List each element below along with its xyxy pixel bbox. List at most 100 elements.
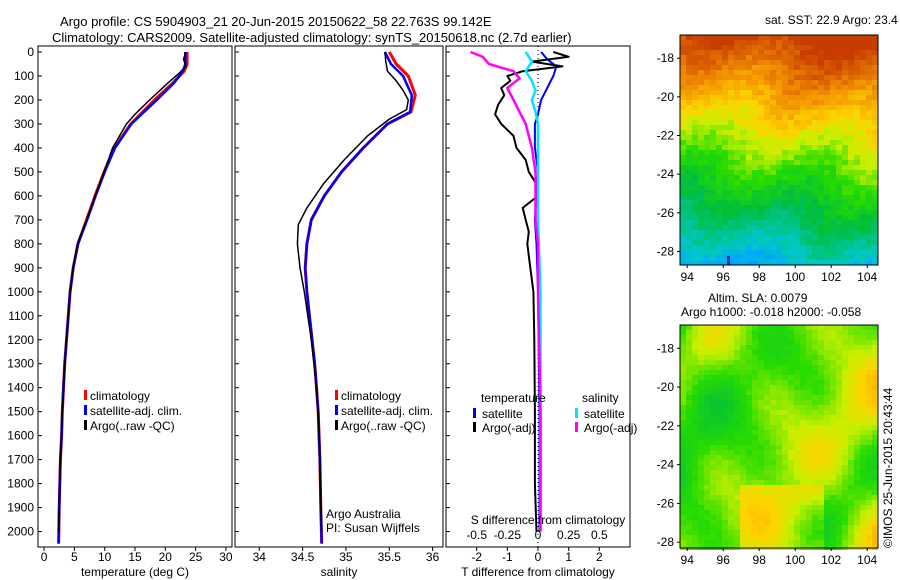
map-cell bbox=[710, 410, 716, 415]
map-cell bbox=[770, 535, 776, 540]
map-cell bbox=[686, 155, 692, 160]
x-tick-label: 104 bbox=[857, 553, 877, 567]
map-cell bbox=[758, 95, 764, 100]
map-cell bbox=[872, 510, 878, 515]
map-cell bbox=[752, 345, 758, 350]
map-cell bbox=[848, 510, 854, 515]
map-cell bbox=[752, 535, 758, 540]
map-cell bbox=[788, 475, 794, 480]
map-cell bbox=[788, 110, 794, 115]
map-cell bbox=[782, 250, 788, 255]
map-cell bbox=[848, 210, 854, 215]
map-cell bbox=[776, 465, 782, 470]
map-cell bbox=[872, 130, 878, 135]
map-cell bbox=[692, 245, 698, 250]
map-cell bbox=[734, 385, 740, 390]
map-cell bbox=[788, 400, 794, 405]
map-cell bbox=[734, 500, 740, 505]
map-cell bbox=[830, 155, 836, 160]
map-cell bbox=[842, 330, 848, 335]
legend-label: satellite-adj. clim. bbox=[341, 404, 433, 418]
map-cell bbox=[734, 140, 740, 145]
map-cell bbox=[728, 250, 734, 255]
map-cell bbox=[824, 210, 830, 215]
map-cell bbox=[842, 480, 848, 485]
map-cell bbox=[818, 515, 824, 520]
map-cell bbox=[752, 530, 758, 535]
map-cell bbox=[872, 95, 878, 100]
map-cell bbox=[848, 475, 854, 480]
map-cell bbox=[764, 105, 770, 110]
map-cell bbox=[854, 50, 860, 55]
map-cell bbox=[686, 205, 692, 210]
map-cell bbox=[752, 245, 758, 250]
map-cell bbox=[758, 130, 764, 135]
map-cell bbox=[752, 230, 758, 235]
map-cell bbox=[710, 375, 716, 380]
map-cell bbox=[842, 70, 848, 75]
map-cell bbox=[800, 495, 806, 500]
map-cell bbox=[764, 360, 770, 365]
map-cell bbox=[872, 375, 878, 380]
map-cell bbox=[728, 35, 734, 40]
map-cell bbox=[824, 105, 830, 110]
map-cell bbox=[758, 495, 764, 500]
map-cell bbox=[836, 230, 842, 235]
map-cell bbox=[680, 140, 686, 145]
map-cell bbox=[680, 345, 686, 350]
map-cell bbox=[830, 225, 836, 230]
map-cell bbox=[680, 470, 686, 475]
map-cell bbox=[710, 190, 716, 195]
map-cell bbox=[740, 370, 746, 375]
map-cell bbox=[800, 225, 806, 230]
map-cell bbox=[782, 140, 788, 145]
map-cell bbox=[716, 455, 722, 460]
map-cell bbox=[716, 415, 722, 420]
map-cell bbox=[758, 75, 764, 80]
map-cell bbox=[824, 400, 830, 405]
map-cell bbox=[728, 470, 734, 475]
map-cell bbox=[776, 190, 782, 195]
map-cell bbox=[818, 90, 824, 95]
map-cell bbox=[824, 445, 830, 450]
map-cell bbox=[692, 380, 698, 385]
map-cell bbox=[686, 450, 692, 455]
map-cell bbox=[830, 40, 836, 45]
map-cell bbox=[836, 195, 842, 200]
map-cell bbox=[782, 55, 788, 60]
map-cell bbox=[722, 75, 728, 80]
map-cell bbox=[734, 480, 740, 485]
map-cell bbox=[788, 360, 794, 365]
map-cell bbox=[746, 505, 752, 510]
map-cell bbox=[842, 45, 848, 50]
map-cell bbox=[710, 140, 716, 145]
map-cell bbox=[776, 360, 782, 365]
map-cell bbox=[800, 55, 806, 60]
map-cell bbox=[806, 75, 812, 80]
map-cell bbox=[734, 460, 740, 465]
map-cell bbox=[842, 185, 848, 190]
map-cell bbox=[710, 365, 716, 370]
map-cell bbox=[734, 380, 740, 385]
map-cell bbox=[842, 225, 848, 230]
map-cell bbox=[770, 220, 776, 225]
map-cell bbox=[848, 245, 854, 250]
map-cell bbox=[716, 495, 722, 500]
map-cell bbox=[866, 350, 872, 355]
map-cell bbox=[698, 505, 704, 510]
map-cell bbox=[734, 200, 740, 205]
legend-swatch bbox=[335, 405, 338, 415]
map-cell bbox=[800, 240, 806, 245]
legend-title-temperature: temperature bbox=[481, 391, 546, 405]
map-cell bbox=[842, 130, 848, 135]
map-cell bbox=[740, 525, 746, 530]
map-cell bbox=[740, 175, 746, 180]
map-cell bbox=[728, 90, 734, 95]
map-cell bbox=[860, 350, 866, 355]
map-cell bbox=[806, 435, 812, 440]
map-cell bbox=[716, 135, 722, 140]
map-cell bbox=[788, 45, 794, 50]
map-cell bbox=[716, 155, 722, 160]
map-cell bbox=[728, 355, 734, 360]
map-cell bbox=[746, 405, 752, 410]
